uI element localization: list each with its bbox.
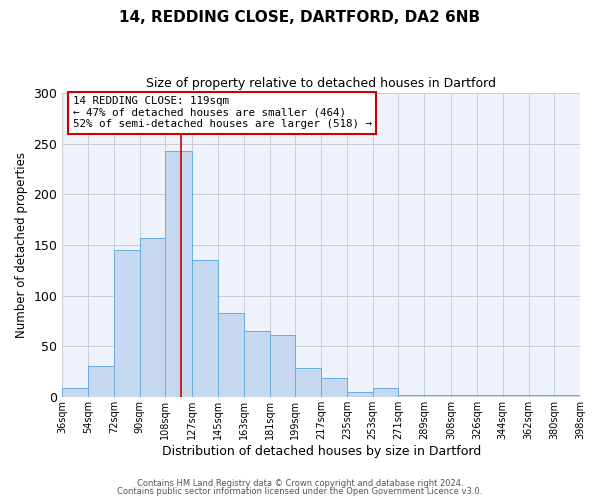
Bar: [269, 335, 295, 397]
Bar: [193, 260, 218, 397]
Text: 14, REDDING CLOSE, DARTFORD, DA2 6NB: 14, REDDING CLOSE, DARTFORD, DA2 6NB: [119, 10, 481, 25]
Bar: [114, 250, 140, 397]
Bar: [165, 151, 193, 397]
Text: Contains public sector information licensed under the Open Government Licence v3: Contains public sector information licen…: [118, 487, 482, 496]
Bar: [62, 388, 88, 397]
Bar: [373, 388, 398, 397]
Bar: [398, 395, 424, 397]
Bar: [503, 395, 529, 397]
Y-axis label: Number of detached properties: Number of detached properties: [15, 152, 28, 338]
Title: Size of property relative to detached houses in Dartford: Size of property relative to detached ho…: [146, 78, 496, 90]
Bar: [451, 395, 477, 397]
Text: 14 REDDING CLOSE: 119sqm
← 47% of detached houses are smaller (464)
52% of semi-: 14 REDDING CLOSE: 119sqm ← 47% of detach…: [73, 96, 371, 130]
Bar: [529, 395, 554, 397]
Bar: [424, 395, 451, 397]
Bar: [477, 395, 503, 397]
Bar: [321, 378, 347, 397]
Bar: [218, 313, 244, 397]
Bar: [347, 392, 373, 397]
Bar: [88, 366, 114, 397]
Bar: [295, 368, 321, 397]
Text: Contains HM Land Registry data © Crown copyright and database right 2024.: Contains HM Land Registry data © Crown c…: [137, 478, 463, 488]
Bar: [554, 395, 580, 397]
Bar: [244, 331, 269, 397]
X-axis label: Distribution of detached houses by size in Dartford: Distribution of detached houses by size …: [161, 444, 481, 458]
Bar: [140, 238, 165, 397]
